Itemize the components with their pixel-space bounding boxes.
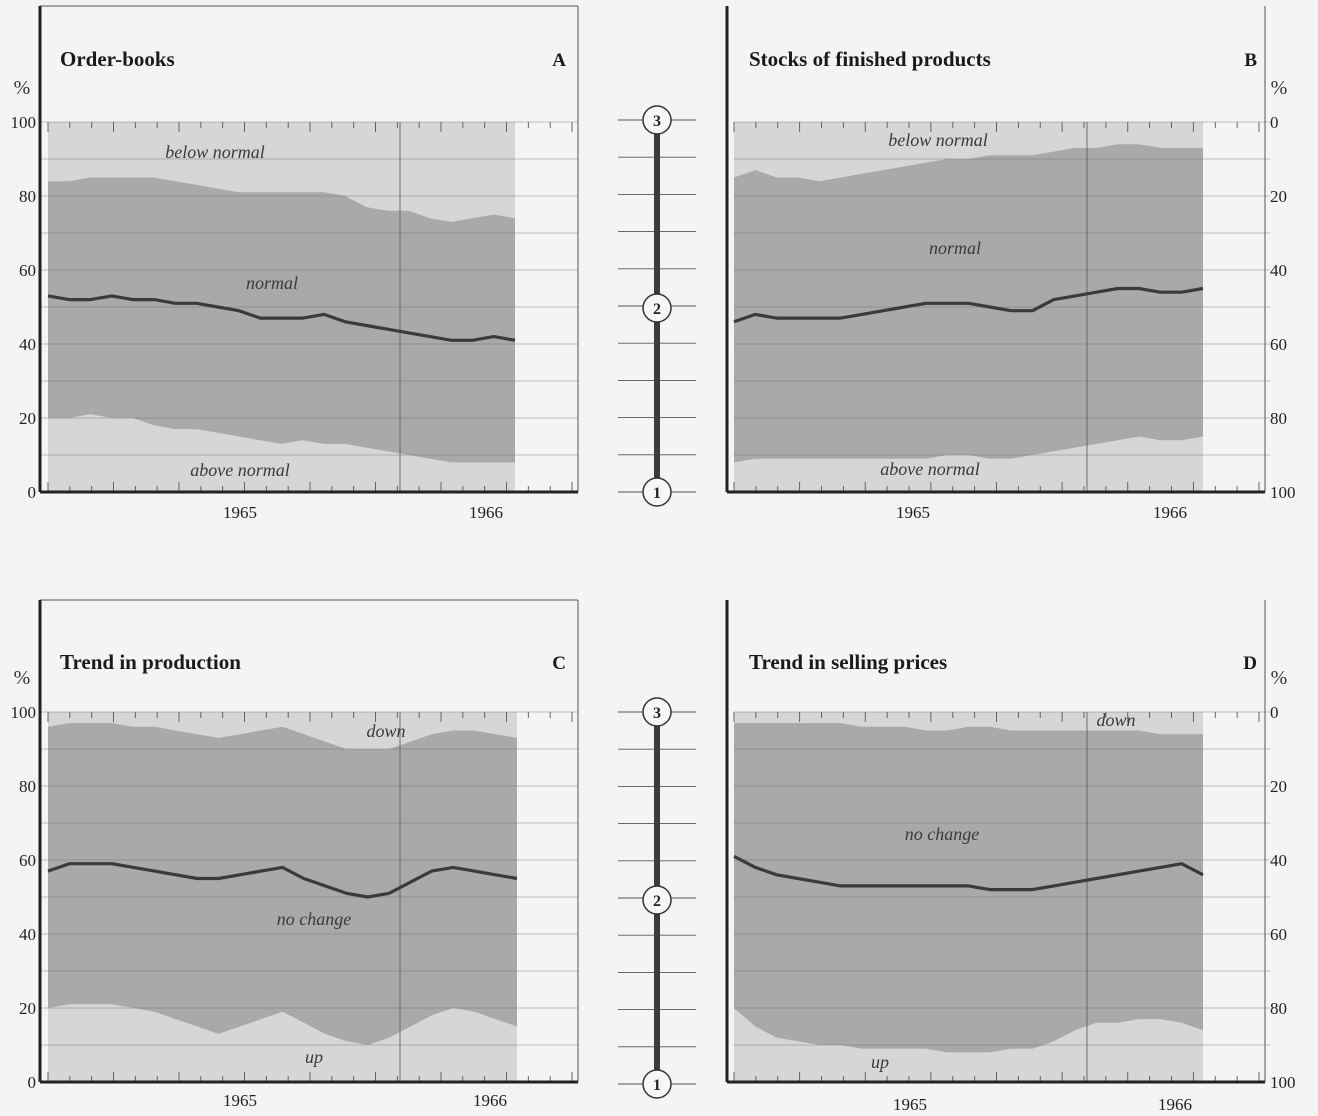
y-tick-label: 60 <box>1270 925 1287 944</box>
y-tick-label: 100 <box>1270 483 1296 502</box>
series-line <box>733 286 1204 324</box>
scale-marker-label: 3 <box>653 705 661 722</box>
y-tick-label: 40 <box>19 925 36 944</box>
scale-marker-circle <box>642 477 672 507</box>
y-tick-label: 20 <box>1270 777 1287 796</box>
y-tick-label: 40 <box>1270 261 1287 280</box>
y-tick-label: 80 <box>19 777 36 796</box>
band-middle-area <box>48 723 517 1045</box>
band-label-bottom: above normal <box>880 459 979 479</box>
scale-marker-label: 3 <box>653 113 661 130</box>
y-tick-label: 20 <box>1270 187 1287 206</box>
y-tick-label: 100 <box>11 703 37 722</box>
band-label-top: below normal <box>888 130 988 150</box>
x-tick-label: 1966 <box>1158 1095 1192 1114</box>
x-tick-label: 1966 <box>473 1091 507 1110</box>
band-label-top: below normal <box>165 142 265 162</box>
y-axis-unit: % <box>14 667 31 689</box>
chart-letter: B <box>1244 50 1257 71</box>
band-label-middle: normal <box>246 273 298 293</box>
center-scale-bottom: 3 2 1 <box>618 697 696 1099</box>
chart-d: Trend in selling prices D% 0 20 40 60 80 100 196… <box>725 600 1296 1114</box>
y-tick-label: 0 <box>28 1073 37 1092</box>
scale-marker-label: 2 <box>653 893 661 910</box>
series-line <box>47 862 518 899</box>
chart-a: Order-books A% 0 20 40 60 80 100 1965 1966 below n… <box>11 5 579 522</box>
y-tick-label: 80 <box>19 187 36 206</box>
band-label-top: down <box>1096 710 1135 730</box>
chart-letter: C <box>552 653 566 674</box>
y-tick-label: 20 <box>19 999 36 1018</box>
band-label-bottom: above normal <box>190 460 289 480</box>
center-scale-top: 3 2 1 <box>618 105 696 507</box>
scale-marker-circle <box>642 885 672 915</box>
y-axis-unit: % <box>1271 667 1288 689</box>
chart-title: Order-books <box>60 47 175 71</box>
x-tick-label: 1966 <box>1153 503 1187 522</box>
y-tick-label: 0 <box>1270 113 1279 132</box>
x-tick-label: 1965 <box>893 1095 927 1114</box>
x-tick-label: 1966 <box>469 503 503 522</box>
band-middle-area <box>48 177 515 463</box>
scale-marker-circle <box>642 697 672 727</box>
chart-title: Trend in production <box>60 650 241 674</box>
chart-letter: D <box>1243 653 1257 674</box>
series-line <box>733 854 1204 892</box>
scale-marker-circle <box>642 293 672 323</box>
scale-marker-label: 1 <box>653 485 661 502</box>
y-tick-label: 100 <box>11 113 37 132</box>
y-tick-label: 40 <box>1270 851 1287 870</box>
y-axis-unit: % <box>14 77 31 99</box>
scale-marker-label: 2 <box>653 301 661 318</box>
band-middle-area <box>734 723 1203 1053</box>
band-label-middle: no change <box>905 824 979 844</box>
x-tick-label: 1965 <box>896 503 930 522</box>
x-tick-label: 1965 <box>223 503 257 522</box>
y-tick-label: 60 <box>19 261 36 280</box>
y-axis-unit: % <box>1271 77 1288 99</box>
y-tick-label: 80 <box>1270 409 1287 428</box>
scale-marker-label: 1 <box>653 1077 661 1094</box>
band-label-middle: normal <box>929 238 981 258</box>
chart-b: Stocks of finished products B% 0 20 40 60 80 10… <box>725 6 1296 522</box>
band-label-bottom: up <box>305 1047 323 1067</box>
chart-c: Trend in production C% 0 20 40 60 80 100 1965 196… <box>11 599 579 1110</box>
scale-marker-circle <box>642 1069 672 1099</box>
chart-letter: A <box>552 50 566 71</box>
band-label-bottom: up <box>871 1052 889 1072</box>
y-tick-label: 20 <box>19 409 36 428</box>
band-label-top: down <box>366 721 405 741</box>
y-tick-label: 60 <box>19 851 36 870</box>
y-tick-label: 100 <box>1270 1073 1296 1092</box>
chart-title: Trend in selling prices <box>749 650 947 674</box>
y-tick-label: 80 <box>1270 999 1287 1018</box>
scale-marker-circle <box>642 105 672 135</box>
band-label-middle: no change <box>277 909 351 929</box>
y-tick-label: 40 <box>19 335 36 354</box>
x-tick-label: 1965 <box>223 1091 257 1110</box>
y-tick-label: 0 <box>28 483 37 502</box>
y-tick-label: 60 <box>1270 335 1287 354</box>
chart-title: Stocks of finished products <box>749 47 991 71</box>
series-line <box>47 294 516 342</box>
y-tick-label: 0 <box>1270 703 1279 722</box>
